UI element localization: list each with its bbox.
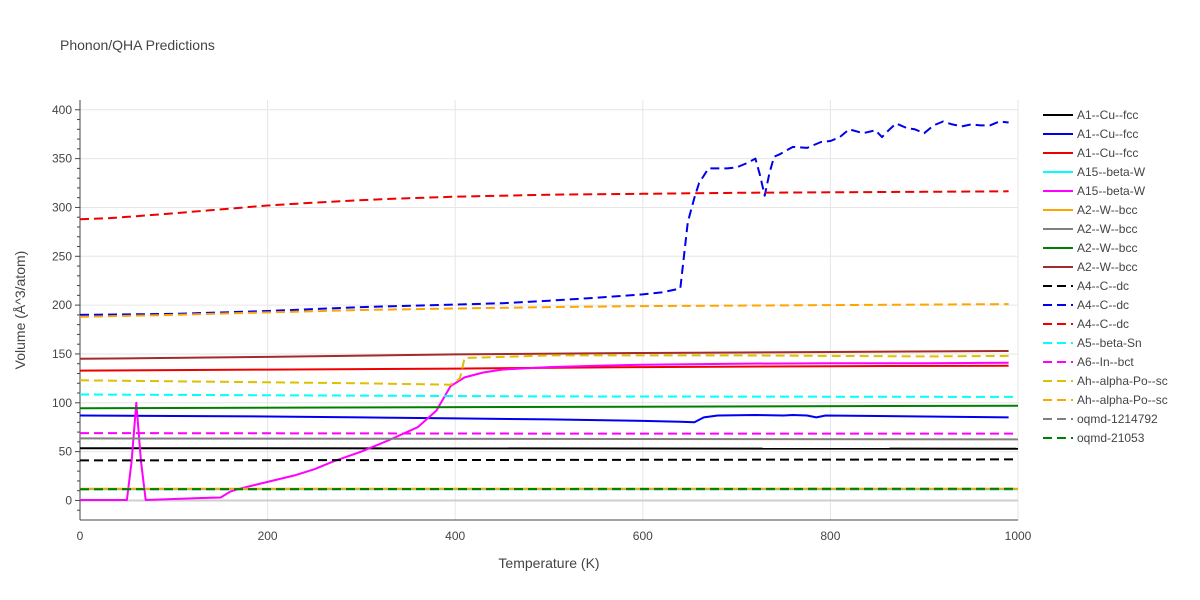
legend-label[interactable]: A15--beta-W xyxy=(1077,184,1146,198)
series-line-1 xyxy=(80,447,1018,450)
legend-label[interactable]: oqmd-21053 xyxy=(1077,431,1145,445)
series-line-7 xyxy=(80,437,1018,441)
series-line-9 xyxy=(80,350,1009,360)
series-line-16 xyxy=(80,303,1009,318)
axes: 0 200 400 600 800 1000 0 50 100 150 200 250 300 350 40… xyxy=(52,100,1032,543)
legend-label[interactable]: A2--W--bcc xyxy=(1077,203,1137,217)
legend-label[interactable]: oqmd-1214792 xyxy=(1077,412,1158,426)
plot-series xyxy=(80,120,1018,501)
x-tick-label: 1000 xyxy=(1005,529,1032,543)
chart-title: Phonon/QHA Predictions xyxy=(60,37,215,53)
series-line-15 xyxy=(80,354,1009,386)
legend-label[interactable]: A1--Cu--fcc xyxy=(1077,108,1138,122)
legend-label[interactable]: A2--W--bcc xyxy=(1077,260,1137,274)
legend-label[interactable]: Ah--alpha-Po--sc xyxy=(1077,374,1168,388)
series-line-5 xyxy=(80,361,1009,501)
series-line-12 xyxy=(80,190,1009,221)
x-tick-label: 600 xyxy=(633,529,653,543)
y-axis-title: Volume (Å^3/atom) xyxy=(12,251,28,370)
legend-label[interactable]: A1--Cu--fcc xyxy=(1077,146,1138,160)
series-line-11 xyxy=(80,120,1009,316)
legend-label[interactable]: Ah--alpha-Po--sc xyxy=(1077,393,1168,407)
y-tick-label: 200 xyxy=(52,298,72,312)
y-tick-label: 50 xyxy=(59,445,73,459)
x-axis-title: Temperature (K) xyxy=(498,555,599,571)
legend-label[interactable]: A5--beta-Sn xyxy=(1077,336,1142,350)
legend-label[interactable]: A2--W--bcc xyxy=(1077,222,1137,236)
series-line-8 xyxy=(80,404,1018,410)
series-line-14 xyxy=(80,432,1018,435)
series-line-18 xyxy=(80,487,1018,491)
y-tick-label: 150 xyxy=(52,347,72,361)
x-tick-label: 200 xyxy=(258,529,278,543)
series-line-13 xyxy=(80,393,1018,398)
legend-label[interactable]: A15--beta-W xyxy=(1077,165,1146,179)
legend: A1--Cu--fcc A1--Cu--fcc A1--Cu--fcc A15--be… xyxy=(1043,108,1168,445)
y-tick-label: 300 xyxy=(52,200,72,214)
legend-label[interactable]: A4--C--dc xyxy=(1077,298,1129,312)
legend-label[interactable]: A4--C--dc xyxy=(1077,317,1129,331)
y-tick-label: 400 xyxy=(52,103,72,117)
legend-label[interactable]: A6--In--bct xyxy=(1077,355,1134,369)
y-tick-label: 0 xyxy=(65,493,72,507)
x-tick-label: 800 xyxy=(820,529,840,543)
y-tick-label: 250 xyxy=(52,249,72,263)
legend-label[interactable]: A4--C--dc xyxy=(1077,279,1129,293)
y-tick-label: 100 xyxy=(52,396,72,410)
series-line-2 xyxy=(80,414,1009,424)
legend-label[interactable]: A2--W--bcc xyxy=(1077,241,1137,255)
series-line-10 xyxy=(80,458,1018,462)
y-tick-label: 350 xyxy=(52,152,72,166)
x-tick-label: 400 xyxy=(445,529,465,543)
x-tick-label: 0 xyxy=(77,529,84,543)
legend-label[interactable]: A1--Cu--fcc xyxy=(1077,127,1138,141)
